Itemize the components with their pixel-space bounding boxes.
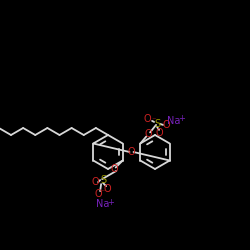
Text: S: S [100, 175, 106, 185]
Text: O: O [110, 164, 118, 174]
Text: O: O [103, 184, 111, 194]
Text: O: O [155, 128, 163, 138]
Text: O: O [144, 130, 152, 140]
Text: Na: Na [96, 199, 110, 209]
Text: Na: Na [168, 116, 181, 126]
Text: O: O [94, 189, 102, 199]
Text: +: + [107, 198, 114, 206]
Text: ⁻: ⁻ [101, 188, 105, 196]
Text: O: O [128, 147, 135, 157]
Text: O: O [143, 114, 151, 124]
Text: S: S [154, 119, 160, 129]
Text: O: O [162, 120, 170, 130]
Text: +: + [179, 114, 186, 124]
Text: ⁻: ⁻ [152, 116, 156, 124]
Text: O: O [91, 177, 99, 187]
